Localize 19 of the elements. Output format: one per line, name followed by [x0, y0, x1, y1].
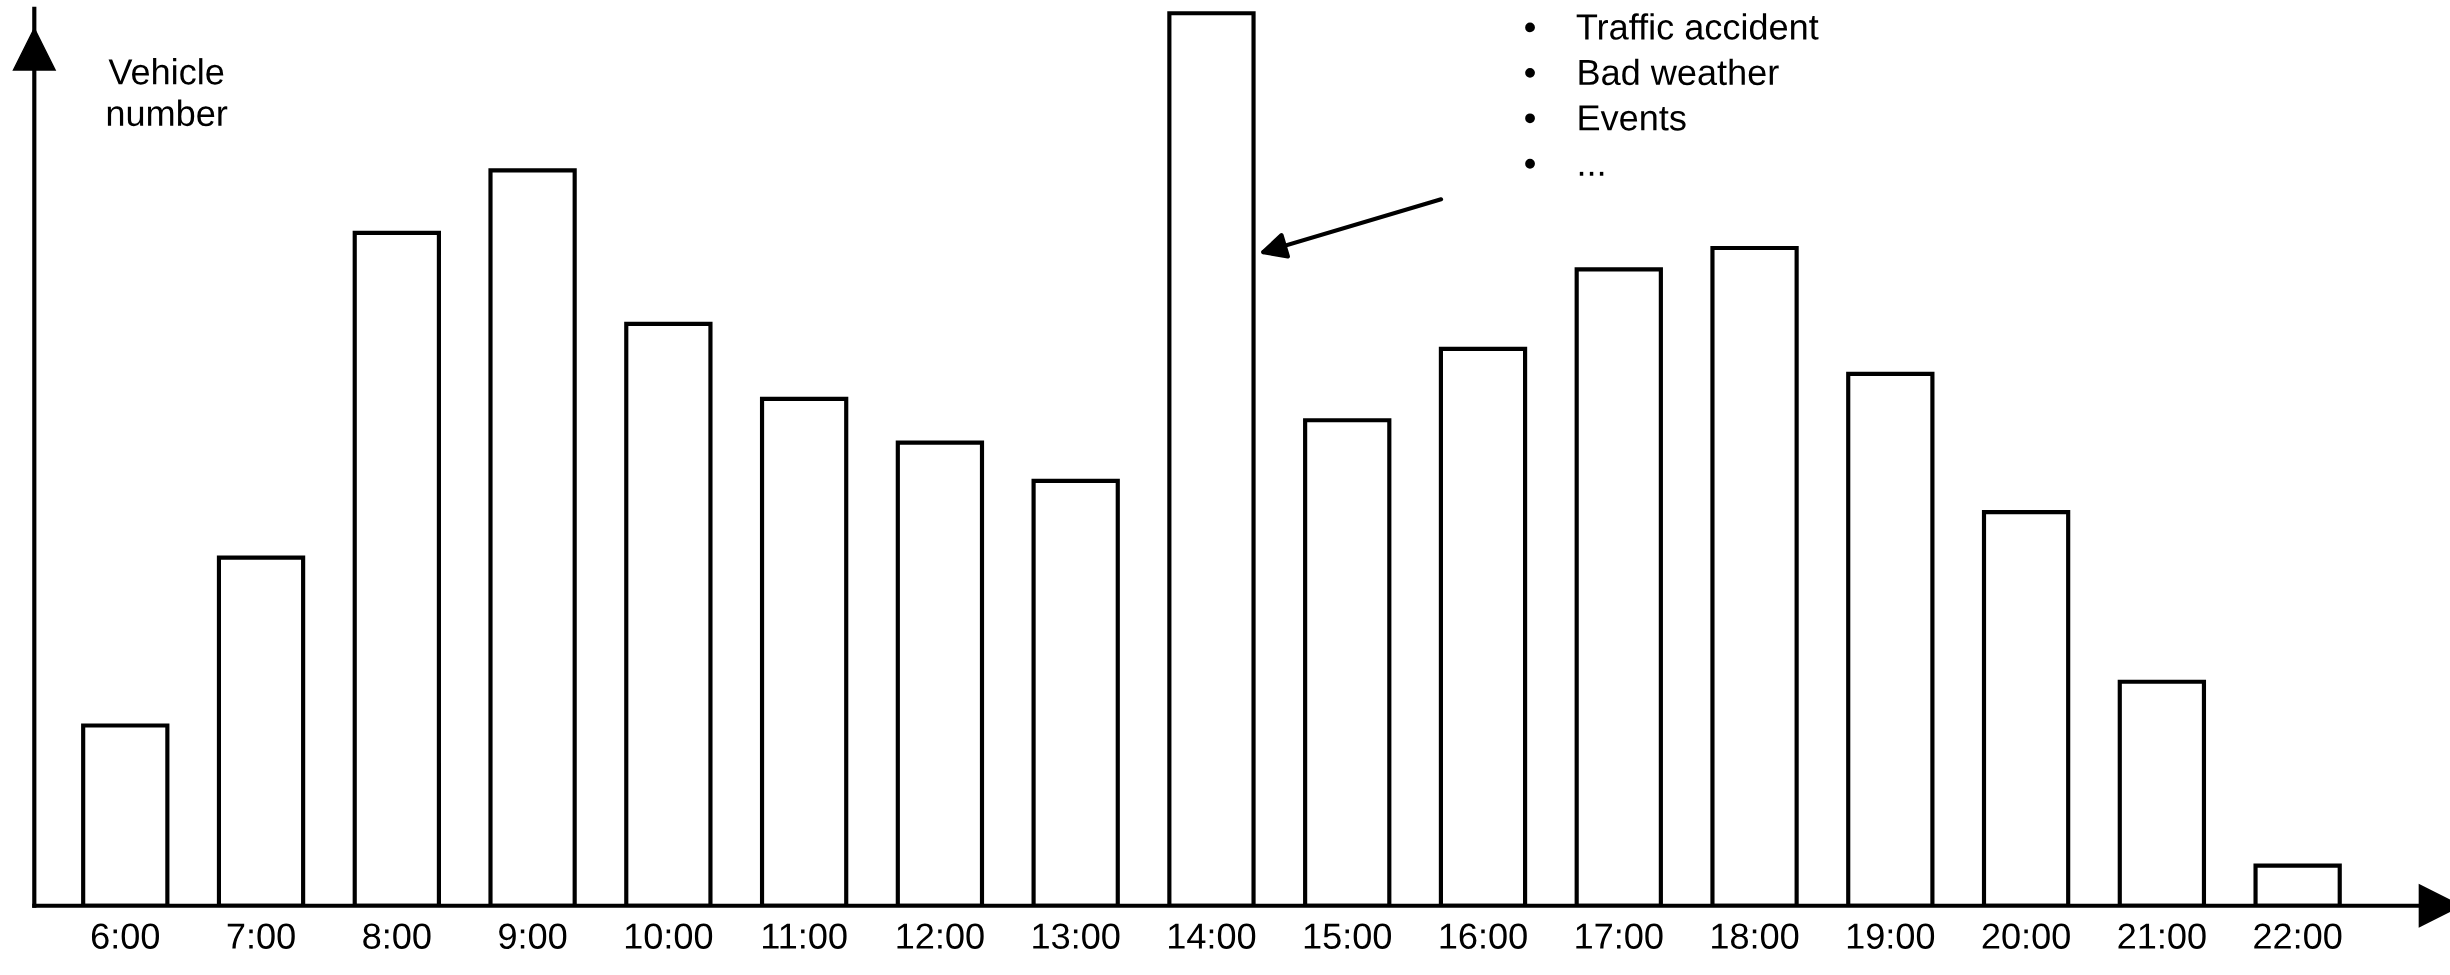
x-tick-label: 21:00 — [2118, 923, 2206, 949]
x-tick-label: 6:00 — [91, 923, 159, 949]
x-tick-label: 15:00 — [1304, 923, 1391, 949]
x-tick-label: 16:00 — [1440, 923, 1527, 949]
x-tick-label: 19:00 — [1847, 923, 1935, 949]
x-tick-label: 10:00 — [625, 923, 713, 949]
x-tick-label: 17:00 — [1576, 923, 1663, 949]
annotation: • Traffic accident • Bad weather • Events • ... — [1525, 13, 1819, 176]
x-tick-label: 13:00 — [1033, 923, 1120, 949]
x-tick-label: 20:00 — [1982, 923, 2070, 949]
x-tick-label: 7:00 — [227, 923, 295, 949]
y-axis-title: Vehicle number — [107, 58, 228, 127]
x-tick-label: 18:00 — [1712, 923, 1799, 949]
x-tick-label: 12:00 — [897, 923, 984, 949]
x-tick-label: 11:00 — [763, 923, 847, 949]
x-tick-label: 9:00 — [499, 923, 567, 949]
x-tick-label: 22:00 — [2254, 923, 2342, 949]
x-tick-label: 14:00 — [1169, 923, 1256, 949]
x-tick-label: 8:00 — [363, 923, 431, 949]
